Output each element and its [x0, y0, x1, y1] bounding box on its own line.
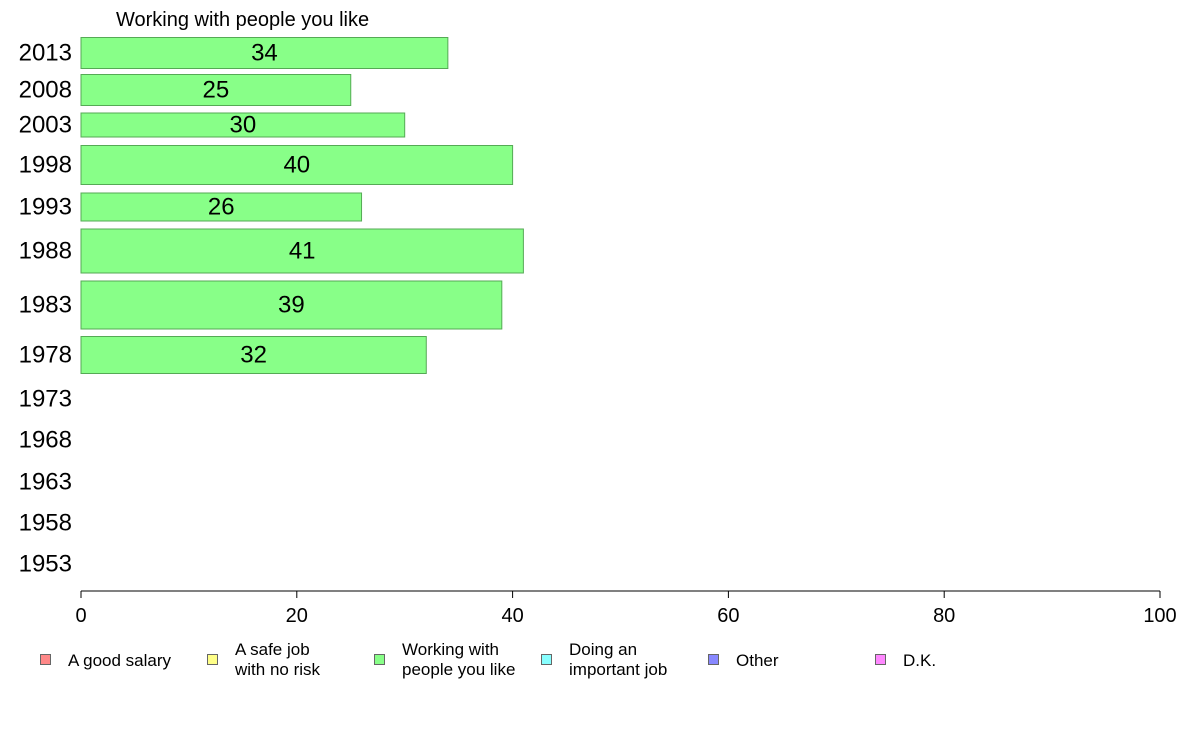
- bar-1983: [80, 280, 503, 330]
- legend-item-2: Working with people you like: [374, 640, 515, 680]
- y-tick-label-1978: 1978: [19, 342, 72, 369]
- y-tick-label-1993: 1993: [19, 194, 72, 221]
- legend-item-3: Doing an important job: [541, 640, 667, 680]
- x-tick-label-20: 20: [286, 605, 308, 627]
- data-label-1978: 32: [240, 342, 267, 369]
- bar-1988: [80, 228, 524, 274]
- bar-1993: [80, 192, 363, 222]
- legend-item-0: A good salary: [40, 640, 171, 671]
- y-tick-label-1963: 1963: [19, 469, 72, 496]
- x-tick-label-0: 0: [75, 605, 86, 627]
- x-axis-ticks: 0 20 40 60 80 100: [75, 591, 1177, 627]
- legend-swatch: [708, 654, 719, 665]
- data-label-1993: 26: [208, 194, 235, 221]
- legend-label: Doing an important job: [569, 640, 668, 679]
- bar-2003: [80, 112, 406, 138]
- y-tick-label-1998: 1998: [19, 152, 72, 179]
- data-label-2003: 30: [229, 112, 256, 139]
- legend-swatch: [875, 654, 886, 665]
- x-tick-label-40: 40: [501, 605, 523, 627]
- y-tick-label-1973: 1973: [19, 386, 72, 413]
- legend-swatch: [40, 654, 51, 665]
- legend-item-4: Other: [708, 640, 779, 671]
- legend-swatch: [374, 654, 385, 665]
- bar-2013: [80, 37, 449, 69]
- y-tick-label-2013: 2013: [19, 40, 72, 67]
- bar-1978: [80, 336, 427, 374]
- bar-chart: Working with people you like 34 25 30 40 26 4…: [19, 9, 1177, 627]
- bars-group: 34 25 30 40 26 41 39 32: [80, 37, 524, 374]
- y-tick-label-1983: 1983: [19, 292, 72, 319]
- data-label-2008: 25: [203, 77, 230, 104]
- y-tick-label-1958: 1958: [19, 510, 72, 537]
- x-tick-label-100: 100: [1143, 605, 1176, 627]
- legend-label: Working with people you like: [402, 640, 516, 679]
- y-tick-label-1968: 1968: [19, 427, 72, 454]
- data-label-1998: 40: [283, 152, 310, 179]
- y-axis-labels: 2013 2008 2003 1998 1993 1988 1983 1978 1973 1968…: [19, 40, 72, 578]
- y-tick-label-2008: 2008: [19, 77, 72, 104]
- data-label-1988: 41: [289, 238, 316, 265]
- legend-label: A safe job with no risk: [235, 640, 321, 679]
- legend-swatch: [207, 654, 218, 665]
- legend-label: D.K.: [903, 651, 937, 670]
- legend: A good salary A safe job with no risk Work…: [0, 640, 1188, 690]
- y-tick-label-1953: 1953: [19, 551, 72, 578]
- legend-item-1: A safe job with no risk: [207, 640, 320, 680]
- legend-label: Other: [736, 651, 779, 670]
- data-label-1983: 39: [278, 292, 305, 319]
- y-tick-label-1988: 1988: [19, 238, 72, 265]
- bar-1998: [80, 145, 514, 185]
- y-tick-label-2003: 2003: [19, 112, 72, 139]
- chart-title: Working with people you like: [116, 9, 369, 31]
- legend-swatch: [541, 654, 552, 665]
- legend-label: A good salary: [68, 651, 172, 670]
- data-label-2013: 34: [251, 40, 278, 67]
- legend-item-5: D.K.: [875, 640, 936, 671]
- x-tick-label-80: 80: [933, 605, 955, 627]
- bar-2008: [80, 74, 352, 106]
- x-tick-label-60: 60: [717, 605, 739, 627]
